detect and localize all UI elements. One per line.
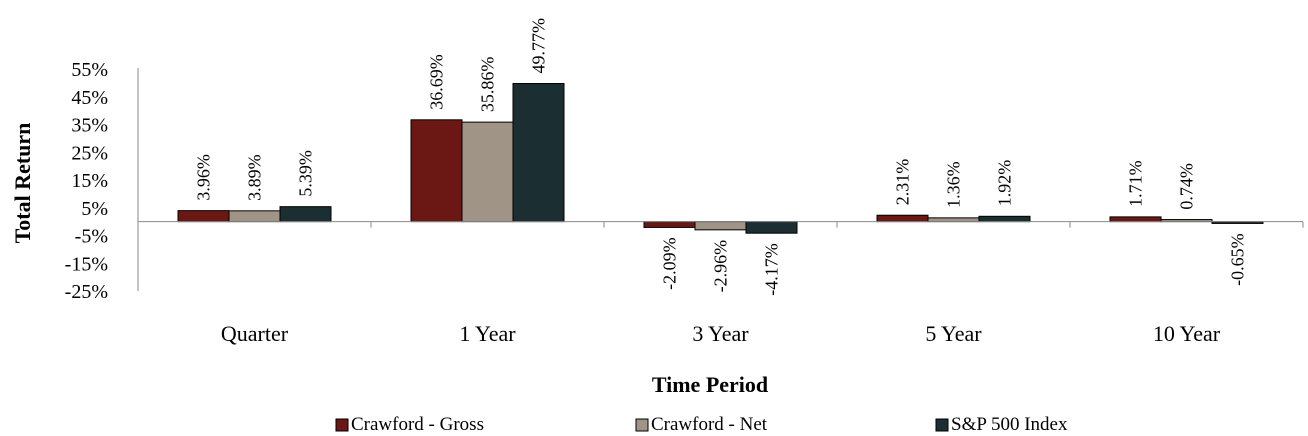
data-label: 1.92% [995, 160, 1015, 207]
category-label: 3 Year [692, 321, 749, 346]
y-tick-label: 45% [71, 87, 108, 109]
y-tick-label: 5% [81, 198, 108, 220]
y-tick-label: 35% [71, 115, 108, 137]
bars-layer [177, 83, 1264, 234]
category-label: Quarter [221, 321, 289, 346]
y-tick-label: -15% [65, 253, 108, 275]
data-label: 35.86% [478, 57, 498, 113]
y-tick-label: -5% [75, 226, 108, 248]
data-labels-layer: 3.96% 3.89% 5.39% 36.69% 35.86% 49.77% -2.09% -… [194, 18, 1248, 296]
data-label: 36.69% [427, 54, 447, 110]
bar [512, 83, 565, 223]
x-axis-title: Time Period [652, 372, 768, 397]
legend-label: Crawford - Gross [351, 414, 484, 435]
bar [410, 119, 463, 223]
y-tick-label: -25% [65, 281, 108, 303]
bar [978, 215, 1031, 223]
category-labels-layer: Quarter 1 Year 3 Year 5 Year 10 Year [221, 321, 1221, 346]
data-label: 3.89% [245, 154, 265, 201]
category-label: 1 Year [459, 321, 516, 346]
data-label: 2.31% [893, 159, 913, 206]
data-label: 5.39% [296, 150, 316, 197]
bar [461, 121, 514, 223]
bar [228, 210, 281, 223]
category-label: 5 Year [925, 321, 982, 346]
y-tick-label: 55% [71, 59, 108, 81]
data-label: -0.65% [1228, 233, 1248, 286]
axes-layer [137, 68, 1304, 291]
category-label: 10 Year [1153, 321, 1221, 346]
legend-swatch [335, 418, 349, 432]
bar [745, 221, 798, 234]
data-label: -2.09% [660, 237, 680, 290]
y-axis-ticks: 55% 45% 35% 25% 15% 5% -5% -15% -25% [65, 59, 108, 303]
bar [876, 214, 929, 223]
legend: Crawford - Gross Crawford - Net S&P 500 In… [335, 414, 1068, 435]
bar [694, 221, 747, 231]
data-label: 3.96% [194, 154, 214, 201]
legend-label: S&P 500 Index [951, 414, 1068, 435]
legend-swatch [935, 418, 949, 432]
y-axis-title: Total Return [10, 123, 35, 244]
bar [643, 221, 696, 228]
legend-swatch [635, 418, 649, 432]
data-label: 0.74% [1177, 163, 1197, 210]
bar [1109, 216, 1162, 223]
data-label: 1.71% [1126, 160, 1146, 207]
bar [279, 206, 332, 223]
data-label: -4.17% [762, 243, 782, 296]
y-tick-label: 25% [71, 142, 108, 164]
data-label: 1.36% [944, 161, 964, 208]
data-label: 49.77% [529, 18, 549, 74]
bar [177, 210, 230, 223]
data-label: -2.96% [711, 240, 731, 292]
bar [927, 217, 980, 223]
legend-label: Crawford - Net [651, 414, 768, 435]
y-tick-label: 15% [71, 170, 108, 192]
